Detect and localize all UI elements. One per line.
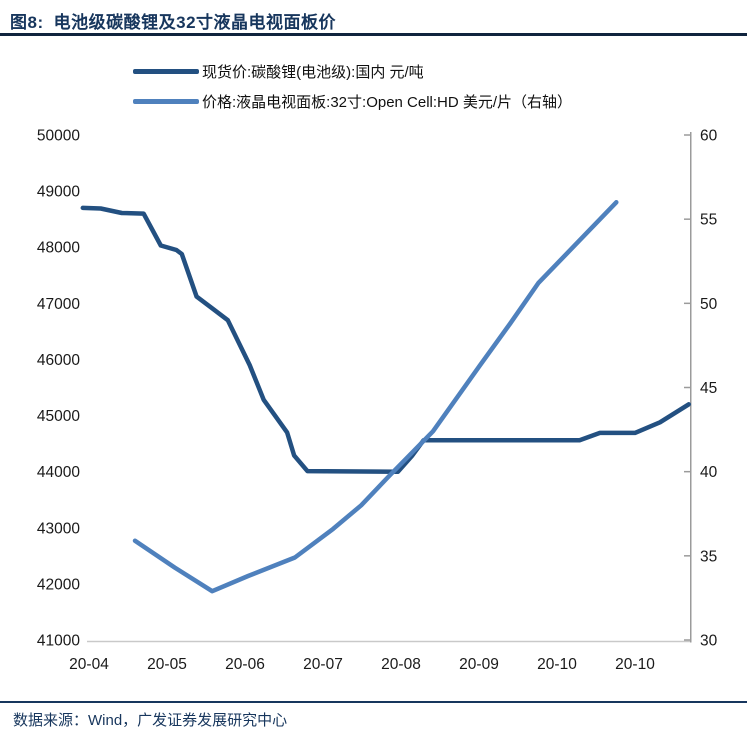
x-tick-label: 20-07: [303, 656, 343, 673]
data-source: 数据来源：Wind，广发证券发展研究中心: [13, 712, 288, 729]
y-left-tick-label: 49000: [37, 184, 80, 201]
y-right-tick-label: 60: [700, 128, 718, 145]
chart-legend: 现货价:碳酸锂(电池级):国内 元/吨 价格:液晶电视面板:32寸:Open C…: [133, 59, 572, 119]
legend-label-lithium: 现货价:碳酸锂(电池级):国内 元/吨: [202, 63, 424, 81]
figure-label: 图8:: [10, 13, 44, 32]
y-left-tick-label: 45000: [37, 408, 80, 425]
figure-title: 图8: 电池级碳酸锂及32寸液晶电视面板价: [10, 8, 336, 33]
legend-item-panel: 价格:液晶电视面板:32寸:Open Cell:HD 美元/片（右轴）: [133, 89, 572, 113]
y-left-tick-label: 44000: [37, 464, 80, 481]
y-right-tick-label: 55: [700, 212, 717, 229]
legend-item-lithium: 现货价:碳酸锂(电池级):国内 元/吨: [133, 59, 572, 83]
y-right-tick-label: 35: [700, 548, 717, 565]
x-tick-label: 20-05: [147, 656, 187, 673]
figure-title-text: 电池级碳酸锂及32寸液晶电视面板价: [53, 13, 337, 32]
y-left-tick-label: 47000: [37, 296, 80, 313]
y-left-tick-label: 43000: [37, 520, 80, 537]
x-tick-label: 20-09: [459, 656, 499, 673]
legend-swatch-panel: [133, 98, 199, 104]
y-right-tick-label: 50: [700, 296, 718, 313]
y-left-tick-label: 50000: [37, 128, 80, 145]
x-tick-label: 20-10: [537, 656, 577, 673]
y-left-tick-label: 41000: [37, 633, 80, 650]
y-left-tick-label: 48000: [37, 240, 80, 257]
y-right-tick-label: 40: [700, 464, 718, 481]
x-tick-label: 20-08: [381, 656, 421, 673]
x-tick-label: 20-10: [615, 656, 655, 673]
y-left-tick-label: 46000: [37, 352, 80, 369]
footer-divider: [0, 701, 747, 703]
y-right-tick-label: 45: [700, 380, 717, 397]
legend-swatch-lithium: [133, 68, 199, 74]
title-divider: [0, 33, 747, 36]
series-line-lithium-carbonate: [80, 205, 692, 474]
y-right-tick-label: 30: [700, 633, 718, 650]
series-line-lcd-panel: [132, 200, 619, 594]
x-tick-label: 20-04: [69, 656, 109, 673]
x-tick-label: 20-06: [225, 656, 265, 673]
legend-label-panel: 价格:液晶电视面板:32寸:Open Cell:HD 美元/片（右轴）: [202, 93, 573, 111]
y-left-tick-label: 42000: [37, 576, 80, 593]
